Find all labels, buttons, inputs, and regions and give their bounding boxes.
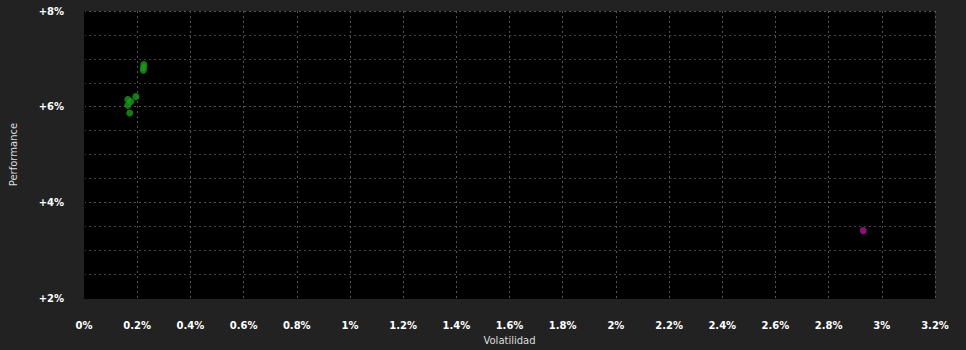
svg-text:0.8%: 0.8%	[283, 320, 311, 331]
svg-text:2.6%: 2.6%	[762, 320, 790, 331]
svg-text:1.8%: 1.8%	[549, 320, 577, 331]
svg-text:0.6%: 0.6%	[230, 320, 258, 331]
svg-text:+6%: +6%	[39, 101, 64, 112]
svg-text:Performance: Performance	[8, 123, 19, 186]
svg-text:1.6%: 1.6%	[496, 320, 524, 331]
svg-text:3.2%: 3.2%	[921, 320, 949, 331]
svg-text:Volatilidad: Volatilidad	[483, 335, 535, 346]
svg-text:2%: 2%	[607, 320, 624, 331]
svg-text:1.2%: 1.2%	[389, 320, 417, 331]
svg-text:2.8%: 2.8%	[815, 320, 843, 331]
svg-text:0.4%: 0.4%	[177, 320, 205, 331]
svg-text:0%: 0%	[76, 320, 93, 331]
svg-text:1.4%: 1.4%	[442, 320, 470, 331]
svg-text:1%: 1%	[341, 320, 358, 331]
svg-text:3%: 3%	[873, 320, 890, 331]
svg-text:2.4%: 2.4%	[708, 320, 736, 331]
svg-text:+8%: +8%	[39, 6, 64, 17]
svg-text:2.2%: 2.2%	[655, 320, 683, 331]
svg-text:+4%: +4%	[39, 197, 64, 208]
svg-text:+2%: +2%	[39, 293, 64, 304]
svg-text:0.2%: 0.2%	[123, 320, 151, 331]
